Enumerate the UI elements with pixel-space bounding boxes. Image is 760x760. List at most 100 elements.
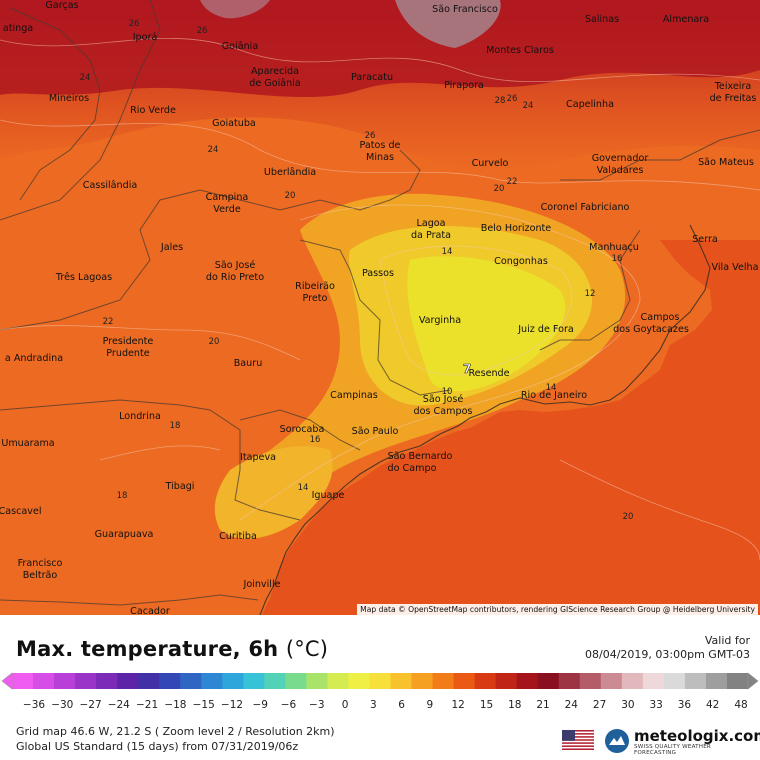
color-scale-ticks: −36 −30 −27 −24 −21 −18 −15 −12 −9 −6 −3 0 3 6 9 12 15 18…	[23, 699, 748, 711]
scale-tick-label: −12	[221, 699, 243, 711]
isotherm-label: 20	[494, 184, 505, 194]
city-label: Preto	[303, 293, 328, 304]
city-label: Valadares	[597, 165, 644, 176]
city-label: Londrina	[119, 411, 161, 422]
city-label: São José	[423, 393, 464, 405]
color-scale-cell	[12, 673, 34, 689]
logo-icon	[605, 729, 629, 753]
city-label: Presidente	[103, 336, 154, 347]
brand-name: meteologix.com	[634, 727, 760, 745]
color-scale-cell	[264, 673, 286, 689]
isotherm-label: 28	[495, 96, 506, 106]
city-label: Vila Velha	[712, 262, 759, 273]
color-scale-cell	[348, 673, 371, 689]
city-label: Iporá	[133, 31, 158, 43]
isotherm-label: 10	[442, 387, 453, 397]
scale-tick-label: 12	[452, 699, 465, 711]
city-label: Paracatu	[351, 72, 393, 83]
hot-zone-northwest	[200, 0, 270, 19]
city-label: Manhuaçu	[589, 242, 639, 253]
color-scale-cell	[390, 673, 413, 689]
minimum-temperature-marker: 7	[463, 362, 471, 376]
map-attribution: Map data © OpenStreetMap contributors, r…	[357, 604, 758, 615]
city-label: Beltrão	[23, 570, 58, 581]
us-flag-icon[interactable]	[562, 730, 594, 750]
city-label: Sorocaba	[280, 424, 325, 435]
scale-tick-label: 24	[565, 699, 579, 711]
isotherm-label: 26	[197, 26, 208, 36]
city-label: São Mateus	[698, 157, 754, 168]
isotherm-label: 24	[523, 101, 534, 111]
city-label: Montes Claros	[486, 45, 554, 56]
city-label: Serra	[692, 234, 718, 245]
scale-tick-label: −3	[309, 699, 324, 711]
color-scale-cell	[663, 673, 686, 689]
isotherm-label: 18	[117, 491, 128, 501]
hot-zone-north-inner	[0, 0, 760, 98]
color-scale-cell	[558, 673, 581, 689]
model-info: Global US Standard (15 days) from 07/31/…	[16, 740, 299, 753]
legend-title: Max. temperature, 6h (°C)	[16, 637, 328, 661]
color-scale-cell	[453, 673, 476, 689]
scale-right-arrow	[747, 672, 759, 690]
isotherm-label: 22	[103, 317, 114, 327]
isotherm-label: 20	[209, 337, 220, 347]
color-scale-cell	[705, 673, 728, 689]
color-scale-cell	[642, 673, 665, 689]
isotherm-label: 24	[80, 73, 91, 83]
footer-info: Grid map 46.6 W, 21.2 S ( Zoom level 2 /…	[16, 724, 335, 754]
isotherm-lines	[0, 37, 760, 561]
city-label: Varginha	[419, 315, 461, 326]
brand-tagline: SWISS QUALITY WEATHER FORECASTING	[634, 744, 712, 756]
isotherm-label: 14	[442, 247, 453, 257]
city-label: Almenara	[663, 14, 709, 25]
meteologix-logo[interactable]: meteologix.com SWISS QUALITY WEATHER FOR…	[604, 727, 760, 756]
scale-tick-label: 27	[593, 699, 606, 711]
city-label: de Goiânia	[249, 77, 301, 89]
city-label: Goiânia	[222, 40, 258, 52]
city-label: São José	[215, 259, 256, 271]
city-label: Guarapuava	[95, 529, 154, 540]
scale-tick-label: −30	[51, 699, 73, 711]
city-label: de Freitas	[710, 93, 757, 104]
city-label: Campinas	[330, 390, 378, 401]
scale-tick-label: −9	[252, 699, 267, 711]
color-scale-cell	[369, 673, 392, 689]
isotherm-label: 22	[507, 177, 518, 187]
color-scale-cell	[579, 673, 602, 689]
scale-tick-label: 6	[398, 699, 405, 711]
color-scale-cell	[75, 673, 97, 689]
city-label: Capelinha	[566, 99, 614, 110]
city-label: Rio de Janeiro	[521, 390, 587, 401]
isotherm-label: 16	[310, 435, 321, 445]
city-label: Resende	[468, 368, 509, 379]
color-scale-cell	[222, 673, 244, 689]
color-scale-cell	[117, 673, 139, 689]
city-label: Garças	[45, 0, 78, 11]
color-scale-cell	[621, 673, 644, 689]
grid-info: Grid map 46.6 W, 21.2 S ( Zoom level 2 /…	[16, 725, 335, 738]
city-label: Lagoa	[416, 218, 445, 229]
city-label: Verde	[213, 204, 241, 215]
isotherm-label: 18	[170, 421, 181, 431]
isotherm-label: 26	[365, 131, 376, 141]
city-label: Pirapora	[444, 80, 484, 91]
city-label: Mineiros	[49, 93, 89, 104]
city-label: São Bernardo	[388, 451, 453, 462]
city-label: Três Lagoas	[55, 271, 112, 283]
title-unit: (°C)	[285, 637, 329, 661]
city-label: Bauru	[234, 358, 263, 369]
color-scale-cell	[432, 673, 455, 689]
city-label: Curitiba	[219, 531, 257, 542]
city-label: Umuarama	[1, 438, 54, 449]
ocean-area	[262, 240, 760, 615]
title-text: Max. temperature, 6h	[16, 637, 279, 661]
scale-tick-label: 48	[734, 699, 747, 711]
city-label: Salinas	[585, 14, 619, 25]
scale-tick-label: −36	[23, 699, 45, 711]
city-label: da Prata	[411, 230, 451, 241]
state-borders	[0, 0, 760, 606]
